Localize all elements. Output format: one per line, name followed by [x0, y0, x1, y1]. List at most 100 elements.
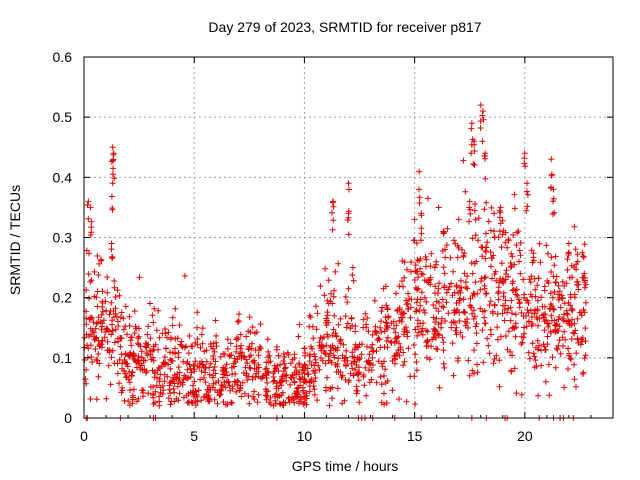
data-point — [234, 318, 241, 325]
data-point — [472, 279, 479, 286]
data-point — [423, 298, 430, 305]
data-point — [219, 367, 226, 374]
data-point — [581, 270, 588, 277]
data-point — [541, 303, 548, 310]
data-point — [131, 330, 138, 337]
data-point — [309, 323, 316, 330]
data-point — [328, 347, 334, 354]
data-point — [449, 292, 456, 299]
data-point — [473, 320, 480, 327]
data-point — [257, 321, 264, 328]
data-point — [194, 336, 201, 342]
y-tick-label: 0.1 — [53, 350, 73, 366]
data-point — [192, 339, 199, 346]
data-point — [134, 398, 140, 405]
data-point — [310, 335, 317, 342]
data-point — [488, 204, 495, 211]
data-point — [198, 331, 205, 338]
data-point — [421, 309, 428, 316]
data-point — [377, 373, 384, 380]
data-point — [185, 374, 192, 381]
data-point — [86, 295, 92, 302]
data-point — [362, 364, 369, 371]
data-point — [93, 396, 100, 403]
data-point — [352, 366, 359, 373]
data-point — [157, 384, 164, 391]
data-point — [262, 392, 269, 399]
data-point — [165, 395, 172, 402]
data-point — [400, 362, 407, 369]
data-point — [383, 302, 390, 309]
data-point — [152, 341, 159, 348]
data-point — [356, 369, 363, 376]
data-point — [200, 374, 207, 381]
data-point — [249, 358, 256, 365]
data-point — [292, 364, 299, 371]
data-point — [100, 317, 107, 324]
data-point — [403, 398, 410, 405]
data-point — [157, 389, 164, 396]
data-point — [132, 323, 139, 330]
data-point — [281, 365, 288, 372]
data-point — [109, 171, 116, 178]
data-point — [526, 355, 533, 362]
data-point — [461, 309, 468, 316]
data-point — [427, 274, 434, 281]
data-point — [559, 334, 566, 341]
data-point — [547, 290, 554, 297]
data-point — [343, 354, 349, 361]
data-point — [516, 304, 523, 311]
data-point — [200, 362, 206, 368]
data-point — [468, 260, 475, 266]
data-point — [412, 351, 419, 358]
data-point — [237, 385, 244, 392]
data-point — [343, 347, 350, 354]
data-point — [228, 399, 235, 406]
data-point — [289, 372, 296, 378]
data-point — [337, 338, 344, 345]
data-point — [332, 268, 339, 275]
data-point — [439, 334, 446, 341]
data-point — [237, 331, 244, 338]
data-point — [398, 311, 405, 318]
data-point — [352, 328, 359, 335]
data-point — [396, 396, 402, 402]
data-point — [368, 345, 375, 351]
data-point — [461, 250, 468, 257]
data-point — [147, 351, 154, 358]
data-point — [93, 320, 100, 327]
data-point — [484, 335, 491, 342]
data-point — [381, 390, 387, 397]
data-point — [226, 382, 233, 389]
data-point — [518, 391, 525, 398]
data-point — [568, 356, 574, 363]
data-point — [467, 302, 473, 309]
data-point — [192, 358, 199, 365]
data-point — [491, 301, 498, 308]
data-point — [524, 203, 531, 210]
data-point — [505, 237, 512, 244]
data-point — [538, 347, 544, 354]
data-point — [283, 372, 290, 378]
data-point — [97, 318, 104, 325]
data-point — [249, 324, 256, 331]
data-point — [496, 357, 503, 364]
data-point — [513, 390, 520, 397]
data-point — [440, 360, 447, 367]
data-point — [442, 254, 449, 261]
data-point — [106, 311, 113, 318]
x-tick-label: 15 — [407, 428, 423, 444]
data-point — [512, 324, 519, 331]
data-point — [582, 325, 589, 332]
data-point — [241, 354, 248, 361]
data-point — [181, 272, 188, 279]
data-point — [176, 375, 183, 381]
data-point — [270, 370, 277, 377]
data-point — [399, 278, 405, 285]
data-point — [278, 378, 285, 385]
data-point — [319, 343, 326, 350]
axis-ticks: 0 5 10 15 20 0 0.1 0.2 0.3 0.4 0.5 0.6 — [53, 49, 613, 444]
data-point — [355, 377, 362, 384]
data-point — [485, 342, 492, 349]
data-point — [122, 370, 129, 377]
